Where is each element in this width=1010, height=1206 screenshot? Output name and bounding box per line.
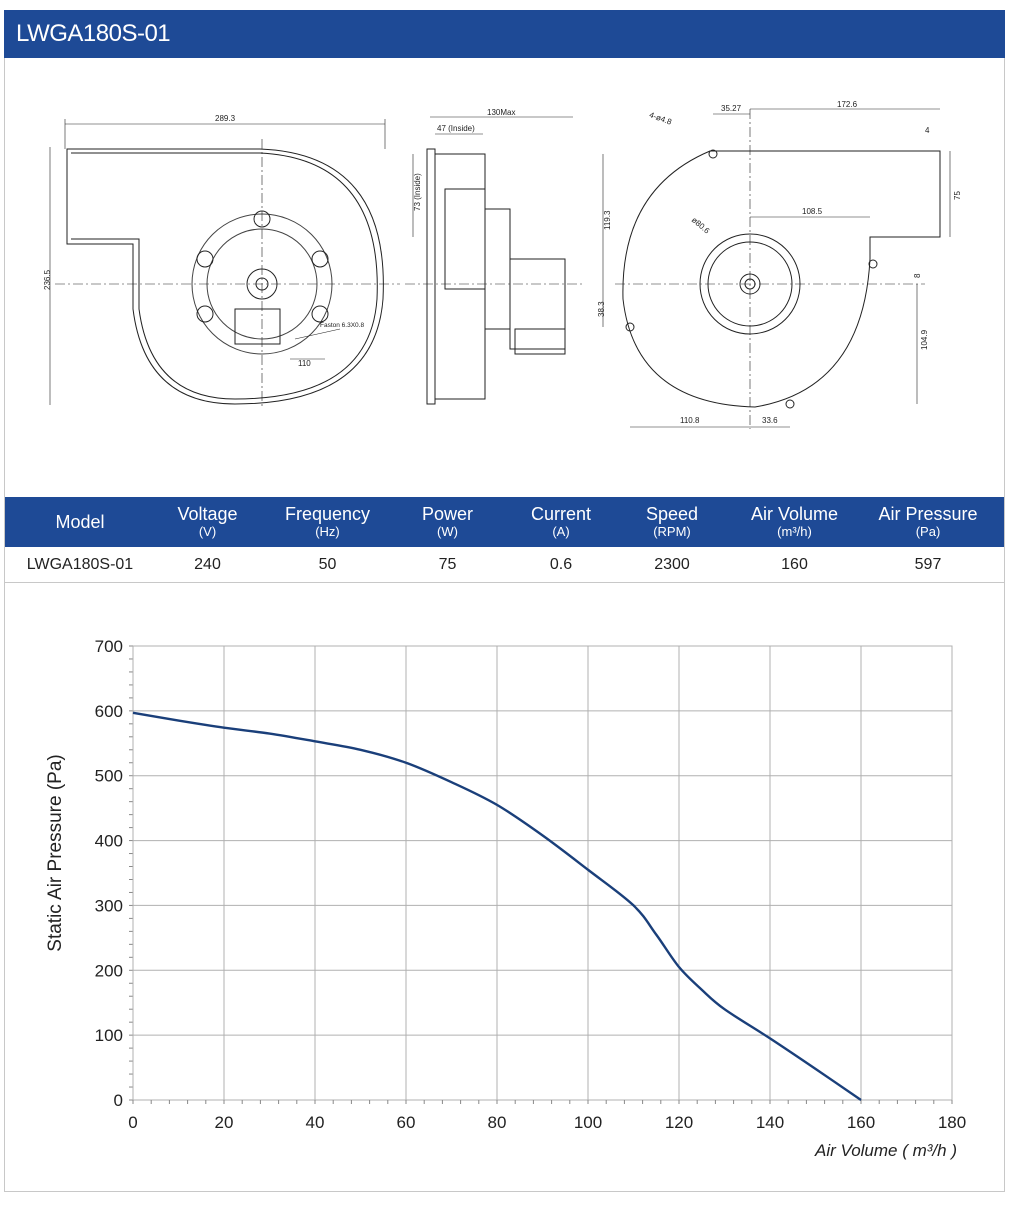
- dim-height: 236.5: [43, 269, 52, 290]
- x-tick-label: 100: [574, 1113, 602, 1132]
- x-tick-label: 0: [128, 1113, 137, 1132]
- x-tick-label: 20: [215, 1113, 234, 1132]
- header-air-pressure: Air Pressure (Pa): [878, 504, 978, 539]
- dim-119: 119.3: [603, 210, 612, 230]
- dim-holes: 4-ø4.8: [648, 110, 673, 127]
- cell-air-pressure: 597: [914, 555, 942, 573]
- dim-104: 104.9: [920, 329, 929, 350]
- dim-47: 47 (Inside): [437, 124, 475, 133]
- header-voltage: Voltage (V): [177, 504, 238, 539]
- dim-33: 33.6: [762, 416, 778, 425]
- dim-35: 35.27: [721, 104, 742, 113]
- x-tick-label: 160: [847, 1113, 875, 1132]
- front-view: [49, 119, 400, 409]
- cell-speed: 2300: [654, 555, 690, 573]
- spec-table-header: Model Voltage (V) Frequency (Hz) Power (W) …: [5, 497, 1004, 547]
- spec-table: Model Voltage (V) Frequency (Hz) Power (W) …: [5, 497, 1004, 583]
- header-model: Model: [55, 512, 105, 532]
- y-tick-label: 300: [95, 896, 123, 915]
- dim-108: 108.5: [802, 207, 823, 216]
- dim-38: 38.3: [597, 301, 606, 317]
- dim-4: 4: [925, 126, 930, 135]
- dim-8: 8: [913, 273, 922, 278]
- dim-110-8: 110.8: [680, 416, 700, 425]
- header-speed: Speed (RPM): [645, 504, 699, 539]
- dim-75: 75: [953, 191, 962, 200]
- x-tick-label: 120: [665, 1113, 693, 1132]
- dim-faston: Faston 6.3X0.8: [320, 322, 364, 329]
- chart-plot: 0 100 200 300 400 500 600 700 0 20 40 60 80 100 120 140…: [95, 637, 967, 1132]
- pressure-curve-chart: 0 100 200 300 400 500 600 700 0 20 40 60 80 100 120 140…: [5, 600, 1004, 1180]
- y-axis-label: Static Air Pressure (Pa): [45, 754, 66, 951]
- cell-current: 0.6: [549, 555, 573, 573]
- x-tick-label: 40: [306, 1113, 325, 1132]
- y-tick-label: 500: [95, 767, 123, 786]
- cell-model: LWGA180S-01: [26, 555, 134, 573]
- title-bar: LWGA180S-01: [4, 10, 1005, 58]
- rear-view: [602, 108, 951, 429]
- y-tick-label: 400: [95, 832, 123, 851]
- header-current: Current (A): [530, 504, 592, 539]
- header-power: Power (W): [421, 504, 474, 539]
- header-air-volume: Air Volume (m³/h): [750, 504, 839, 539]
- dim-73: 73 (Inside): [413, 173, 422, 211]
- cell-frequency: 50: [318, 555, 337, 573]
- series-line: [132, 711, 862, 1101]
- header-frequency: Frequency (Hz): [284, 504, 371, 539]
- y-tick-label: 200: [95, 961, 123, 980]
- dim-172: 172.6: [837, 100, 858, 109]
- dim-130: 130Max: [487, 108, 515, 117]
- y-tick-label: 700: [95, 637, 123, 656]
- table-row: LWGA180S-01 240 50 75 0.6 2300 160 597: [5, 547, 1004, 583]
- cell-air-volume: 160: [781, 555, 808, 573]
- technical-drawing: 289.3 236.5 110 Faston 6.3X0.8 130Max 47…: [5, 59, 1004, 497]
- x-tick-label: 80: [488, 1113, 507, 1132]
- dim-phi: ø80.6: [690, 215, 712, 235]
- x-tick-label: 180: [938, 1113, 966, 1132]
- page-title: LWGA180S-01: [16, 20, 171, 47]
- dim-width: 289.3: [215, 114, 236, 123]
- x-axis-label: Air Volume ( m³/h ): [814, 1141, 957, 1160]
- x-tick-label: 140: [756, 1113, 784, 1132]
- plot-border: [132, 645, 953, 1101]
- cell-power: 75: [438, 555, 457, 573]
- x-tick-label: 60: [397, 1113, 416, 1132]
- y-tick-label: 600: [95, 702, 123, 721]
- side-view: [405, 116, 585, 405]
- cell-voltage: 240: [194, 555, 221, 573]
- dim-110: 110: [298, 359, 311, 368]
- y-tick-label: 100: [95, 1026, 123, 1045]
- y-tick-label: 0: [114, 1091, 123, 1110]
